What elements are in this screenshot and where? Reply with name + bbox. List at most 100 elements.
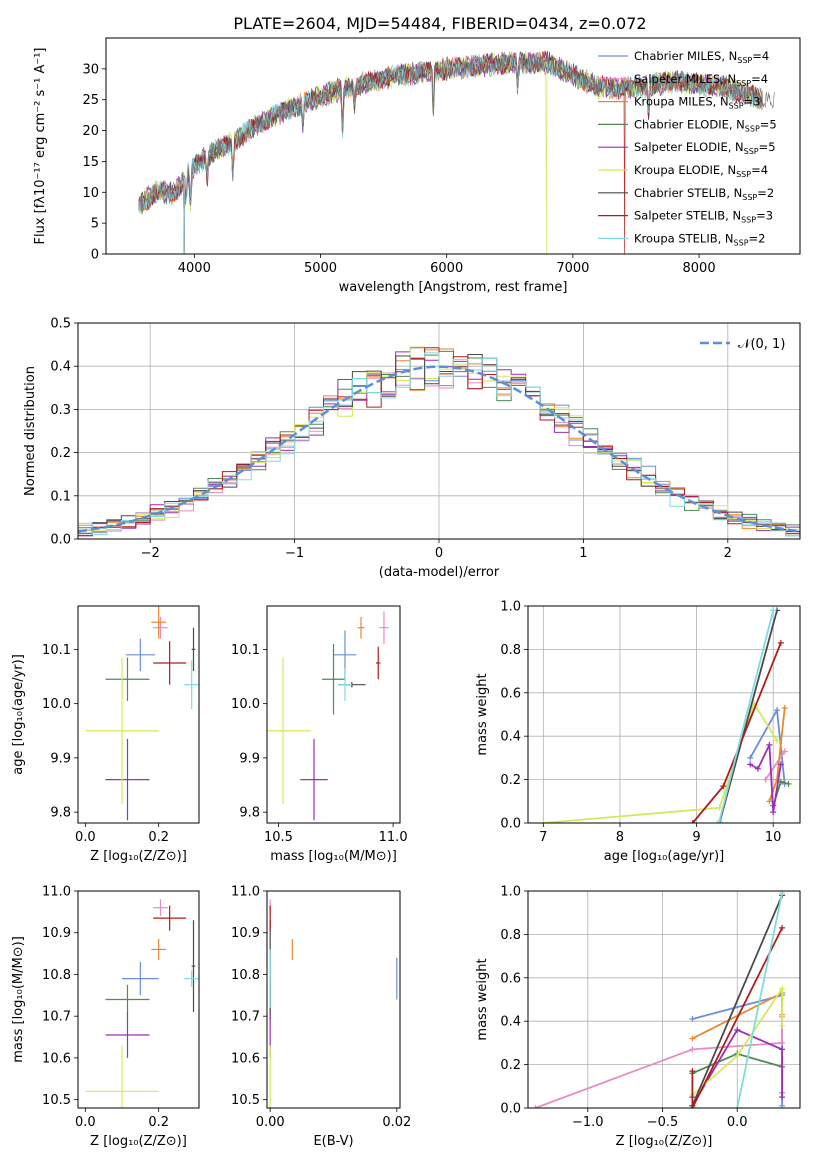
series-marker xyxy=(532,1105,539,1108)
point-kroupa-stelib xyxy=(184,660,199,710)
figure-title: PLATE=2604, MJD=54484, FIBERID=0434, z=0… xyxy=(233,14,646,33)
axes-frame xyxy=(266,605,401,824)
legend-subscript: SSP xyxy=(745,124,760,133)
y-tick-label: 0.0 xyxy=(500,1102,521,1117)
x-tick-label: 6000 xyxy=(430,261,463,276)
legend-subscript: SSP xyxy=(736,170,751,179)
series-line-kroupa-stelib xyxy=(736,893,783,1108)
x-tick-label: 0.2 xyxy=(148,1115,169,1130)
legend-label-salpeter-miles: Salpeter MILES, NSSP=4 xyxy=(634,72,768,88)
series-marker xyxy=(770,607,777,614)
mass-weight-vs-metallicity-panel: −1.0 −0.5 0.0 0.0 0.2 0.4 0.6 0.8 1.0 Z [log₁₀(Z/… xyxy=(475,885,801,1149)
series-marker xyxy=(777,639,784,646)
series-marker xyxy=(716,804,723,811)
y-tick-label: 10.7 xyxy=(231,1010,260,1025)
y-axis-label: mass weight xyxy=(475,958,490,1040)
point-salpeter-miles xyxy=(153,899,168,917)
y-tick-label: 0.0 xyxy=(50,533,71,548)
x-axis-label: Z [log₁₀(Z/Z⊙)] xyxy=(616,1134,713,1149)
point-salpeter-stelib xyxy=(153,905,187,931)
y-tick-label: 20 xyxy=(82,124,99,139)
series-marker xyxy=(540,820,547,823)
legend-subscript: SSP xyxy=(744,147,759,156)
x-axis-label: E(B-V) xyxy=(313,1134,353,1149)
axes-frame xyxy=(77,322,801,540)
point-salpeter-elodie xyxy=(105,738,150,821)
legend: Chabrier MILES, NSSP=4 Salpeter MILES, NS… xyxy=(598,49,777,247)
series-marker xyxy=(785,780,792,787)
y-tick-label: 11.0 xyxy=(42,885,71,900)
point-chabrier-elodie xyxy=(105,984,150,1015)
age-vs-mass-panel: 10.5 11.0 9.8 9.9 10.0 10.1 mass [log₁₀(M/M⊙)] xyxy=(231,605,408,864)
point-salpeter-stelib xyxy=(375,646,381,680)
x-tick-label: 0.2 xyxy=(148,830,169,845)
y-tick-label: 0.6 xyxy=(500,686,521,701)
y-tick-label: 30 xyxy=(82,62,99,77)
x-axis-label: age [log₁₀(age/yr)] xyxy=(604,849,725,864)
y-tick-label: 10.6 xyxy=(231,1051,260,1066)
y-tick-label: 0.4 xyxy=(50,360,71,375)
legend-label-salpeter-stelib: Salpeter STELIB, NSSP=3 xyxy=(634,209,773,225)
legend-count: =2 xyxy=(749,231,766,245)
axes-frame xyxy=(266,890,401,1109)
legend-label-kroupa-elodie: Kroupa ELODIE, NSSP=4 xyxy=(634,163,768,179)
axes-frame xyxy=(77,605,200,824)
y-tick-label: 0.8 xyxy=(500,643,521,658)
point-kroupa-elodie xyxy=(267,657,311,805)
y-axis-label: Flux [fλ10⁻¹⁷ erg cm⁻² s⁻¹ A⁻¹] xyxy=(33,48,48,245)
point-kroupa-stelib xyxy=(184,970,199,987)
series-marker xyxy=(766,741,773,748)
series-marker xyxy=(779,1046,786,1053)
legend-count: =5 xyxy=(760,117,777,131)
x-tick-label: 0.0 xyxy=(75,1115,96,1130)
x-axis-label: mass [log₁₀(M/M⊙)] xyxy=(270,849,397,864)
x-axis-label: wavelength [Angstrom, rest frame] xyxy=(339,280,568,295)
y-tick-label: 0.2 xyxy=(500,773,521,788)
axes-frame xyxy=(105,37,801,255)
series-marker xyxy=(779,985,786,992)
point-salpeter-elodie xyxy=(300,738,328,821)
point-kroupa-elodie xyxy=(85,1045,159,1108)
series-line-kroupa-elodie xyxy=(543,701,778,823)
age-vs-metallicity-panel: 0.0 0.2 9.8 9.9 10.0 10.1 Z [log₁₀(Z/Z⊙)] age [… xyxy=(11,605,200,864)
y-tick-label: 10.0 xyxy=(42,697,71,712)
axes-frame xyxy=(527,605,801,824)
legend-label-kroupa-stelib: Kroupa STELIB, NSSP=2 xyxy=(634,231,765,247)
y-axis-label: mass weight xyxy=(475,673,490,755)
legend-subscript: SSP xyxy=(741,216,756,225)
histograms xyxy=(78,346,800,537)
series xyxy=(532,891,786,1108)
legend-count: =4 xyxy=(751,72,768,86)
axes-frame xyxy=(527,890,801,1109)
x-tick-label: −1.0 xyxy=(572,1115,604,1130)
y-tick-label: 1.0 xyxy=(500,885,521,900)
point-chabrier-elodie xyxy=(105,657,150,701)
y-tick-label: 0.3 xyxy=(50,403,71,418)
points xyxy=(269,899,398,1108)
x-tick-label: 8000 xyxy=(683,261,716,276)
series-marker xyxy=(774,707,781,714)
y-tick-label: 10.5 xyxy=(42,1093,71,1108)
point-kroupa-miles xyxy=(151,938,166,960)
point-chabrier-stelib xyxy=(191,627,196,672)
y-axis-label: Normed distribution xyxy=(23,366,38,496)
y-tick-label: 10.1 xyxy=(42,643,71,658)
point-salpeter-elodie xyxy=(105,1012,150,1058)
x-axis-label: Z [log₁₀(Z/Z⊙)] xyxy=(90,849,187,864)
spectrum-panel: 4000 5000 6000 7000 8000 0 5 10 15 20 25 30 waveleng… xyxy=(33,37,801,295)
x-axis-label: (data-model)/error xyxy=(379,565,500,580)
series-marker xyxy=(777,761,784,768)
x-tick-label: 2 xyxy=(724,546,732,561)
residuals-histogram-panel: −2 −1 0 1 2 0.0 0.1 0.2 0.3 0.4 0.5 (data-model)/er… xyxy=(23,317,801,580)
x-tick-label: 0 xyxy=(435,546,443,561)
y-tick-label: 10.9 xyxy=(231,926,260,941)
y-tick-label: 0.5 xyxy=(50,317,71,332)
series-marker xyxy=(781,704,788,711)
legend-subscript: SSP xyxy=(734,238,749,247)
x-tick-label: −0.5 xyxy=(647,1115,679,1130)
x-tick-label: 4000 xyxy=(178,261,211,276)
y-axis-label: mass [log₁₀(M/M⊙)] xyxy=(11,936,26,1063)
y-tick-label: 10.8 xyxy=(231,968,260,983)
y-tick-label: 0.1 xyxy=(50,489,71,504)
y-tick-label: 10.9 xyxy=(42,926,71,941)
